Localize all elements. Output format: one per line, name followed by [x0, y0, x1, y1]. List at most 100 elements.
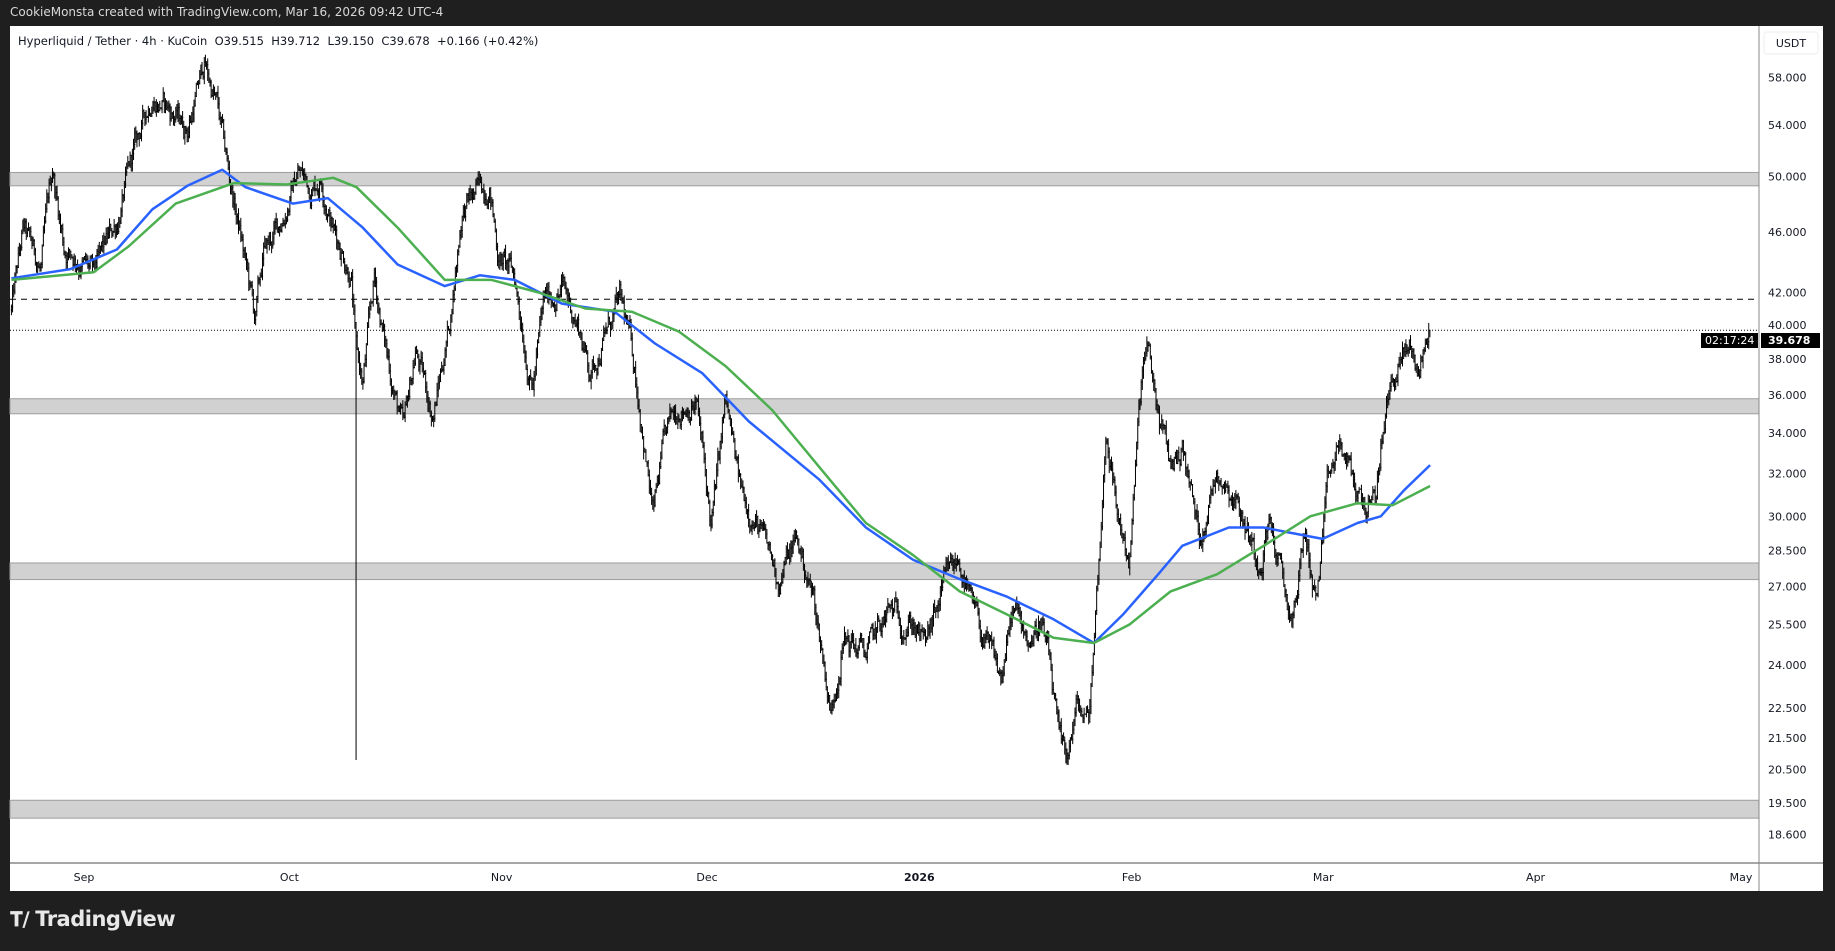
candle [730, 418, 733, 436]
candle [843, 626, 846, 647]
candle [1226, 483, 1228, 488]
candle [802, 548, 804, 571]
candle [326, 213, 329, 223]
candle [603, 325, 605, 341]
tradingview-logo[interactable]: 𝐓∕ TradingView [10, 907, 176, 931]
ma-slow-line[interactable] [11, 176, 1431, 645]
candle [1170, 455, 1172, 470]
candle [30, 226, 32, 242]
candle [994, 648, 996, 661]
candle [971, 587, 973, 604]
candle [571, 309, 573, 324]
candle [422, 361, 424, 378]
candle [111, 227, 113, 238]
candle [313, 180, 315, 192]
candle [654, 489, 656, 508]
y-tick-label: 22.500 [1768, 702, 1807, 715]
candle [1292, 611, 1294, 629]
candle [159, 100, 161, 112]
candle [1318, 575, 1320, 582]
candle [1003, 659, 1005, 677]
candle [510, 250, 512, 268]
candle [1177, 450, 1179, 465]
last-price-label: 39.678 02:17:24 [1701, 333, 1820, 348]
candle [150, 112, 152, 118]
candle [978, 607, 980, 630]
candle [221, 114, 224, 124]
candle [263, 242, 265, 267]
candle [1090, 682, 1092, 715]
candle [280, 223, 282, 233]
candle [178, 102, 180, 125]
support-resistance-zone[interactable] [9, 799, 1760, 819]
candle [816, 612, 818, 629]
candle [766, 529, 768, 544]
candle [1352, 469, 1355, 488]
y-tick-label: 19.500 [1768, 797, 1807, 810]
candle [916, 624, 919, 634]
candle [929, 618, 931, 639]
candle [336, 225, 338, 250]
candle [50, 177, 52, 192]
candle [538, 331, 540, 344]
candle [948, 561, 951, 569]
candle [412, 360, 414, 385]
candle [1072, 721, 1074, 745]
candle [153, 96, 155, 112]
candle [1121, 523, 1123, 539]
candle [1067, 752, 1069, 765]
candle [953, 558, 955, 575]
candle [32, 236, 34, 247]
candle [152, 100, 154, 114]
ma-fast-line[interactable] [11, 168, 1431, 645]
candle [1144, 351, 1146, 365]
candle [1421, 356, 1423, 363]
candle [779, 582, 782, 595]
candle [1302, 533, 1304, 558]
candle [229, 179, 232, 195]
candle [1238, 496, 1240, 517]
symbol-title[interactable]: Hyperliquid / Tether · 4h · KuCoin [18, 34, 208, 48]
candle [920, 628, 922, 642]
candle [1399, 352, 1401, 370]
candle [1172, 459, 1174, 471]
candle [318, 179, 321, 202]
candle [391, 386, 394, 395]
candle [491, 197, 493, 207]
candle [1054, 692, 1057, 702]
candle [1147, 341, 1149, 352]
candle [1270, 516, 1272, 534]
candle [1335, 442, 1337, 461]
candle [793, 530, 795, 546]
candle [720, 432, 722, 450]
x-tick-label: May [1730, 871, 1753, 884]
candle [1429, 329, 1431, 338]
candle [155, 99, 157, 117]
candle [889, 604, 891, 613]
candle [179, 114, 181, 126]
candle [903, 629, 905, 645]
support-resistance-zone[interactable] [9, 562, 1760, 581]
candle [404, 401, 406, 423]
candle [1052, 681, 1054, 695]
candle [1098, 558, 1100, 585]
candle [616, 292, 618, 306]
candle [1387, 393, 1389, 409]
candle [421, 351, 423, 373]
candle [57, 196, 59, 221]
candle [29, 227, 31, 238]
support-resistance-zone[interactable] [9, 398, 1760, 415]
candle [1031, 634, 1033, 648]
candle [864, 649, 866, 658]
candle [236, 213, 238, 225]
candle [724, 396, 726, 419]
candle [1033, 630, 1035, 647]
candle [604, 327, 606, 338]
candle [682, 408, 685, 420]
candle [809, 573, 811, 589]
currency-button[interactable] [1763, 31, 1819, 55]
candle [664, 424, 666, 435]
candle [875, 626, 878, 644]
candle [352, 269, 354, 308]
